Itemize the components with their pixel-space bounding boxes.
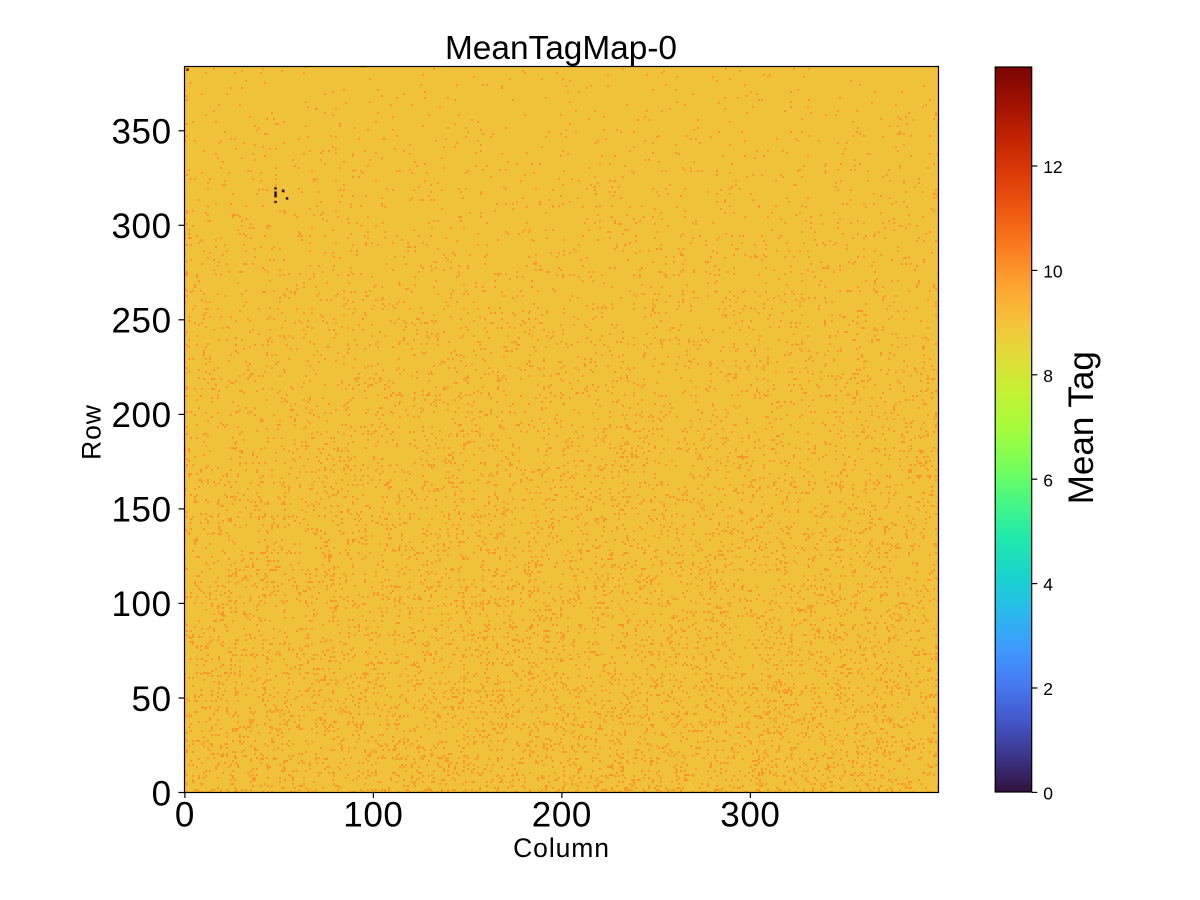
svg-text:MeanTagMap-0: MeanTagMap-0 xyxy=(445,30,677,67)
svg-text:10: 10 xyxy=(1043,262,1063,282)
svg-text:Mean Tag: Mean Tag xyxy=(1062,351,1101,504)
svg-text:250: 250 xyxy=(111,302,171,341)
svg-text:200: 200 xyxy=(532,796,592,835)
svg-text:6: 6 xyxy=(1043,470,1053,490)
svg-text:200: 200 xyxy=(111,396,171,435)
svg-text:300: 300 xyxy=(111,207,171,246)
svg-text:0: 0 xyxy=(1043,784,1053,804)
svg-text:0: 0 xyxy=(152,774,172,813)
svg-text:100: 100 xyxy=(343,796,403,835)
svg-text:100: 100 xyxy=(111,585,171,624)
svg-text:12: 12 xyxy=(1043,157,1062,177)
svg-text:Column: Column xyxy=(513,833,610,863)
svg-text:2: 2 xyxy=(1043,679,1053,699)
svg-text:150: 150 xyxy=(111,491,171,530)
svg-text:0: 0 xyxy=(175,796,195,835)
svg-text:8: 8 xyxy=(1043,366,1053,386)
svg-text:350: 350 xyxy=(111,113,171,152)
svg-text:4: 4 xyxy=(1043,575,1053,595)
svg-text:50: 50 xyxy=(132,680,172,719)
svg-text:300: 300 xyxy=(720,796,780,835)
svg-text:Row: Row xyxy=(77,404,107,460)
